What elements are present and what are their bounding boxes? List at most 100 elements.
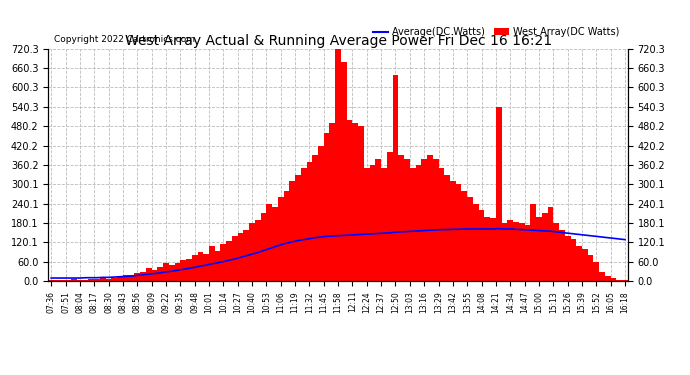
Bar [415,165,422,281]
Bar [427,155,433,281]
Bar [192,255,197,281]
Bar [588,255,593,281]
Bar [553,223,559,281]
Bar [215,251,221,281]
Legend: Average(DC Watts), West Array(DC Watts): Average(DC Watts), West Array(DC Watts) [369,23,623,41]
Bar [100,278,106,281]
Bar [387,152,393,281]
Bar [289,181,295,281]
Bar [531,204,536,281]
Bar [152,270,157,281]
Bar [232,236,237,281]
Bar [433,159,439,281]
Bar [375,159,381,281]
Bar [306,162,313,281]
Bar [88,279,95,281]
Bar [542,213,548,281]
Bar [157,267,163,281]
Bar [146,268,152,281]
Bar [611,278,616,281]
Bar [180,260,186,281]
Bar [439,168,444,281]
Bar [346,120,353,281]
Bar [324,133,330,281]
Bar [593,262,599,281]
Bar [479,210,484,281]
Bar [221,244,226,281]
Bar [513,222,519,281]
Bar [266,204,272,281]
Bar [467,197,473,281]
Bar [204,254,209,281]
Bar [398,155,404,281]
Bar [209,246,215,281]
Bar [175,264,180,281]
Bar [444,175,450,281]
Bar [507,220,513,281]
Bar [330,123,335,281]
Bar [410,168,415,281]
Bar [106,279,111,281]
Bar [455,184,462,281]
Bar [226,241,232,281]
Bar [197,252,204,281]
Bar [559,230,565,281]
Bar [95,279,100,281]
Bar [318,146,324,281]
Bar [622,280,628,281]
Bar [140,272,146,281]
Bar [524,225,531,281]
Bar [519,223,524,281]
Bar [358,126,364,281]
Bar [605,276,611,281]
Bar [536,217,542,281]
Title: West Array Actual & Running Average Power Fri Dec 16 16:21: West Array Actual & Running Average Powe… [124,34,552,48]
Bar [249,223,255,281]
Bar [313,155,318,281]
Bar [272,207,278,281]
Bar [123,275,128,281]
Bar [54,280,60,281]
Bar [255,220,261,281]
Bar [462,191,467,281]
Bar [60,280,66,281]
Bar [422,159,427,281]
Bar [548,207,553,281]
Bar [404,159,410,281]
Bar [284,191,289,281]
Bar [582,249,588,281]
Bar [565,236,571,281]
Bar [616,280,622,281]
Bar [353,123,358,281]
Text: Copyright 2022 Cartronics.com: Copyright 2022 Cartronics.com [54,35,195,44]
Bar [135,273,140,281]
Bar [48,280,54,281]
Bar [169,265,175,281]
Bar [77,280,83,281]
Bar [393,75,398,281]
Bar [502,223,507,281]
Bar [381,168,387,281]
Bar [576,246,582,281]
Bar [490,218,496,281]
Bar [335,46,341,281]
Bar [261,213,266,281]
Bar [571,239,576,281]
Bar [301,168,306,281]
Bar [496,107,502,281]
Bar [163,264,169,281]
Bar [341,62,346,281]
Bar [128,275,135,281]
Bar [117,276,123,281]
Bar [295,175,301,281]
Bar [111,278,117,281]
Bar [71,279,77,281]
Bar [370,165,375,281]
Bar [237,233,244,281]
Bar [473,204,479,281]
Bar [450,181,455,281]
Bar [278,197,284,281]
Bar [244,230,249,281]
Bar [364,168,370,281]
Bar [186,259,192,281]
